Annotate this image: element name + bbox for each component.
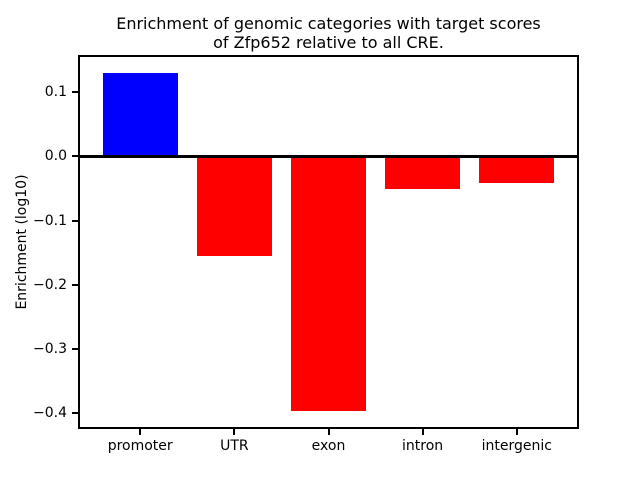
- y-tick-label: −0.4: [33, 404, 67, 421]
- y-tick-mark: [72, 91, 78, 94]
- zero-baseline: [80, 154, 577, 158]
- x-tick-label-promoter: promoter: [107, 438, 173, 454]
- bar-promoter: [102, 73, 178, 157]
- y-tick-mark: [72, 283, 78, 286]
- x-tick-label-intergenic: intergenic: [481, 438, 552, 454]
- bar-UTR: [196, 156, 272, 256]
- bar-intron: [385, 156, 461, 190]
- y-tick-label: −0.3: [33, 340, 67, 357]
- y-tick-label: 0.0: [44, 148, 67, 165]
- y-tick-mark: [72, 219, 78, 222]
- y-tick-mark: [72, 347, 78, 350]
- y-tick-label: −0.2: [33, 276, 67, 293]
- y-tick-mark: [72, 411, 78, 414]
- x-tick-mark: [327, 429, 330, 435]
- x-tick-mark: [233, 429, 236, 435]
- x-tick-mark: [139, 429, 142, 435]
- bar-intergenic: [479, 156, 555, 184]
- y-tick-label: −0.1: [33, 212, 67, 229]
- x-tick-label-UTR: UTR: [220, 438, 249, 454]
- x-tick-label-exon: exon: [311, 438, 346, 454]
- y-tick-mark: [72, 155, 78, 158]
- y-tick-label: 0.1: [44, 84, 67, 101]
- plot-area: [78, 55, 579, 429]
- x-tick-mark: [515, 429, 518, 435]
- bar-exon: [290, 156, 367, 411]
- x-tick-mark: [421, 429, 424, 435]
- x-tick-label-intron: intron: [402, 438, 444, 454]
- chart-title: Enrichment of genomic categories with ta…: [116, 14, 541, 52]
